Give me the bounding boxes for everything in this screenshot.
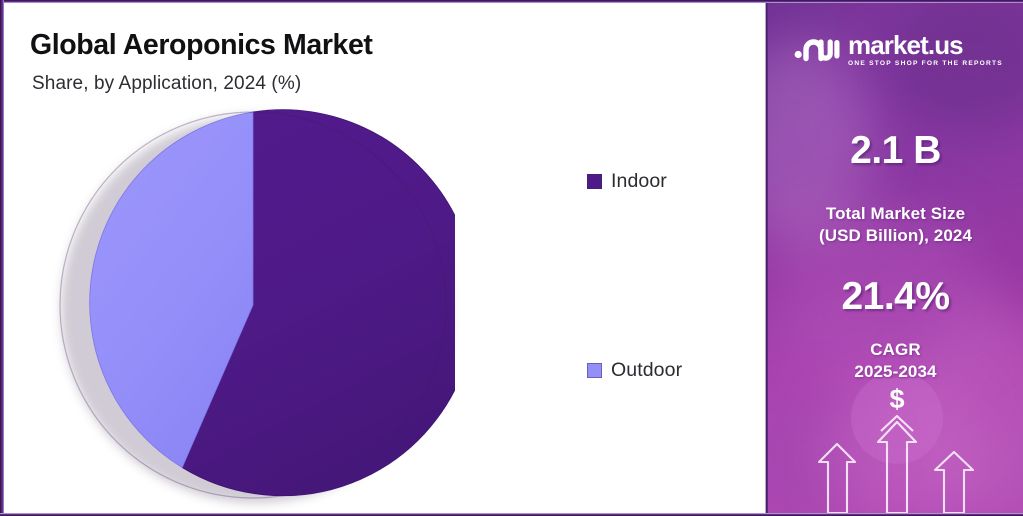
legend-item-indoor[interactable]: Indoor xyxy=(587,170,667,193)
logo-tagline: ONE STOP SHOP FOR THE REPORTS xyxy=(848,60,1003,68)
cagr-value: 21.4% xyxy=(841,275,950,318)
chart-subtitle: Share, by Application, 2024 (%) xyxy=(32,73,302,94)
market-size-caption: Total Market Size (USD Billion), 2024 xyxy=(768,203,1023,247)
pie-outline xyxy=(59,111,447,499)
panel-divider xyxy=(765,3,768,513)
pie-slice-indoor[interactable] xyxy=(181,109,455,497)
chart-panel: Global Aeroponics Market Share, by Appli… xyxy=(4,3,765,516)
pie-chart-svg xyxy=(59,109,455,499)
frame-edge-top xyxy=(0,0,1023,3)
legend-swatch-indoor-icon xyxy=(587,174,602,189)
legend-swatch-outdoor-icon xyxy=(587,363,602,378)
legend-label-outdoor: Outdoor xyxy=(611,359,683,381)
page-title: Global Aeroponics Market xyxy=(30,29,373,61)
market-us-bars-icon xyxy=(794,39,840,62)
growth-arrows-dollar-icon: $ xyxy=(817,378,975,513)
logo-text-block: market.us ONE STOP SHOP FOR THE REPORTS xyxy=(848,30,1003,68)
legend-item-outdoor[interactable]: Outdoor xyxy=(587,359,682,382)
frame-edge-left xyxy=(0,0,4,516)
background-texture-blob xyxy=(888,3,1023,135)
market-size-value: 2.1 B xyxy=(850,129,941,172)
dollar-symbol: $ xyxy=(889,384,904,414)
pie-chart: 69% xyxy=(55,107,455,516)
pie-slice-outdoor[interactable] xyxy=(89,111,254,469)
cagr-caption-line2: 2025-2034 xyxy=(854,361,937,381)
background-texture-blob xyxy=(828,375,978,513)
cagr-caption-line1: CAGR xyxy=(870,340,921,359)
logo-wordmark: market.us xyxy=(848,30,964,60)
stats-panel: market.us ONE STOP SHOP FOR THE REPORTS … xyxy=(768,3,1023,513)
background-texture-blob xyxy=(778,203,988,393)
brand-logo[interactable]: market.us ONE STOP SHOP FOR THE REPORTS xyxy=(794,30,1003,68)
cagr-caption: CAGR 2025-2034 xyxy=(768,339,1023,383)
market-size-caption-line1: Total Market Size xyxy=(825,204,966,223)
legend-label-indoor: Indoor xyxy=(611,170,667,192)
frame-edge-bottom xyxy=(0,513,1023,516)
market-size-caption-line2: (USD Billion), 2024 xyxy=(818,225,973,245)
